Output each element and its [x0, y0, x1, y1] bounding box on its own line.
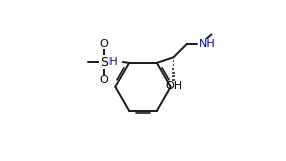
Text: S: S	[100, 56, 108, 69]
Text: O: O	[100, 75, 108, 85]
Text: NH: NH	[199, 39, 216, 49]
Text: O: O	[100, 39, 108, 49]
Text: OH: OH	[165, 81, 182, 91]
Text: NH: NH	[102, 57, 119, 67]
